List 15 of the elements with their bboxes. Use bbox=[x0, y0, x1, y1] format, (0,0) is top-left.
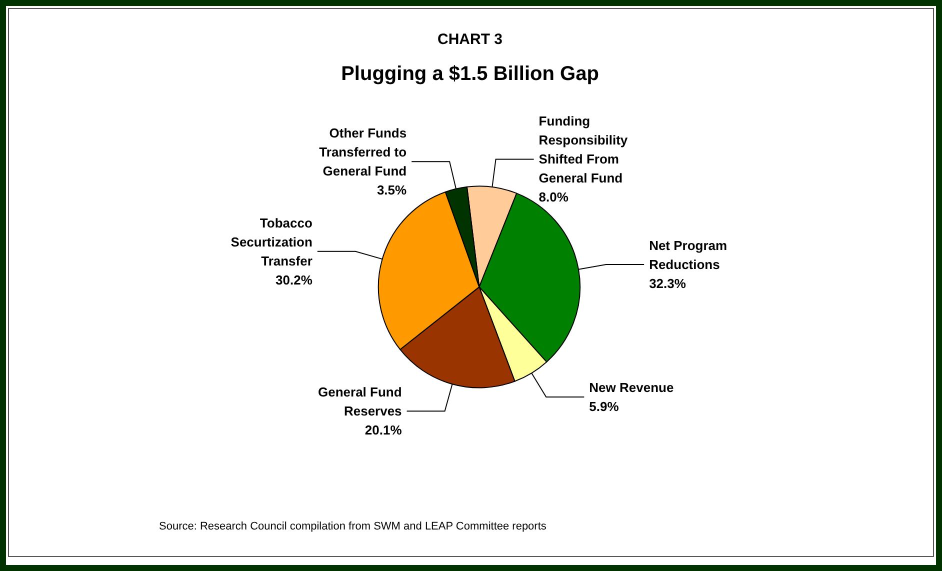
data-label: 30.2% bbox=[276, 272, 313, 288]
slice-label: Tobacco Securtization Transfer bbox=[230, 215, 312, 268]
data-label: 8.0% bbox=[538, 190, 569, 205]
data-label: 3.5% bbox=[376, 182, 408, 198]
slice-label: Funding Responsibility Shifted From General Fund bbox=[538, 114, 628, 186]
slice-label: Other Funds Transferred to General Fund bbox=[319, 126, 407, 179]
slice-label: New Revenue bbox=[589, 380, 674, 396]
data-label: 5.9% bbox=[589, 399, 620, 414]
source-note: Source: Research Council compilation from SWM and LEAP Committee reports bbox=[159, 520, 547, 532]
chart-title: CHART 3 bbox=[437, 31, 503, 48]
slice-label: General Fund Reserves bbox=[318, 384, 402, 419]
data-label: 20.1% bbox=[364, 422, 402, 438]
chart-subtitle: Plugging a $1.5 Billion Gap bbox=[341, 63, 599, 85]
slice-label: Net Program Reductions bbox=[649, 238, 728, 272]
data-label: 32.3% bbox=[649, 276, 686, 291]
